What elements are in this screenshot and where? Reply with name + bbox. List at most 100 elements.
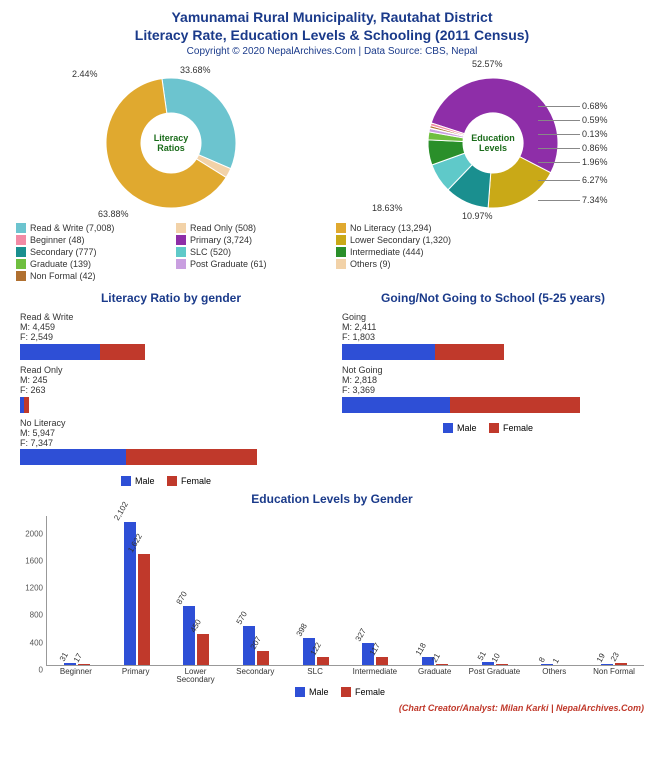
male-swatch — [121, 476, 131, 486]
legend-swatch — [336, 223, 346, 233]
page-subtitle: Copyright © 2020 NepalArchives.Com | Dat… — [10, 46, 654, 57]
x-label: Beginner — [50, 668, 102, 684]
female-swatch — [167, 476, 177, 486]
pct-secondary: 10.97% — [462, 211, 493, 221]
pct-readonly: 2.44% — [72, 69, 98, 79]
vbar-female: 17 — [78, 664, 90, 665]
x-label: SLC — [289, 668, 341, 684]
pct-small: 7.34% — [582, 195, 608, 205]
legend-swatch — [176, 247, 186, 257]
vbar-male: 19 — [601, 664, 613, 665]
x-label: Secondary — [229, 668, 281, 684]
pct-primary: 52.57% — [472, 59, 503, 69]
infographic-page: Yamunamai Rural Municipality, Rautahat D… — [0, 0, 664, 721]
hbar-label: No LiteracyM: 5,947F: 7,347 — [20, 419, 322, 449]
legend-item: Graduate (139) — [16, 259, 166, 269]
pct-small: 0.59% — [582, 115, 608, 125]
vbar-male: 51 — [482, 662, 494, 665]
legend-item: No Literacy (13,294) — [336, 223, 486, 233]
hbar-female — [126, 449, 257, 465]
vbar-group: 327117 — [349, 643, 401, 665]
vbar-male: 8 — [541, 664, 553, 665]
legend-label: Read & Write (7,008) — [30, 223, 114, 233]
credit-line: (Chart Creator/Analyst: Milan Karki | Ne… — [10, 699, 654, 713]
x-label: Intermediate — [349, 668, 401, 684]
pct-small: 1.96% — [582, 157, 608, 167]
y-tick: 1600 — [15, 556, 43, 565]
vbar-female: 207 — [257, 651, 269, 665]
legend-item: Others (9) — [336, 259, 486, 269]
male-label: Male — [457, 423, 477, 433]
legend-swatch — [16, 259, 26, 269]
vbar-female: 23 — [615, 663, 627, 665]
donut-literacy-center-label: LiteracyRatios — [154, 133, 189, 153]
vbar-group: 398122 — [290, 638, 342, 665]
legend-label: No Literacy (13,294) — [350, 223, 432, 233]
female-label: Female — [503, 423, 533, 433]
hbar-literacy-gender: Literacy Ratio by gender Read & WriteM: … — [10, 285, 332, 486]
legend-label: Beginner (48) — [30, 235, 85, 245]
vbar-group: 870450 — [170, 606, 222, 665]
legend-swatch — [336, 247, 346, 257]
x-label: Non Formal — [588, 668, 640, 684]
male-swatch — [295, 687, 305, 697]
pct-small: 0.68% — [582, 101, 608, 111]
female-swatch — [489, 423, 499, 433]
legend-swatch — [336, 235, 346, 245]
hbar-row: Read & WriteM: 4,459F: 2,549 — [20, 313, 322, 360]
legend-label: Secondary (777) — [30, 247, 97, 257]
vbar-group: 81 — [528, 664, 580, 665]
legend-swatch — [176, 259, 186, 269]
legend-label: Read Only (508) — [190, 223, 256, 233]
legend-label: SLC (520) — [190, 247, 231, 257]
vbar-value: 398 — [294, 622, 308, 638]
legend-item: Post Graduate (61) — [176, 259, 326, 269]
vbar-value: 31 — [58, 651, 70, 663]
legend-label: Graduate (139) — [30, 259, 91, 269]
hbar-row: Read OnlyM: 245F: 263 — [20, 366, 322, 413]
vbar-female: 21 — [436, 664, 448, 665]
pct-small: 6.27% — [582, 175, 608, 185]
vbar-group: 3117 — [51, 663, 103, 665]
vbar-value: 570 — [234, 610, 248, 626]
legend-label: Primary (3,724) — [190, 235, 252, 245]
legend-swatch — [16, 235, 26, 245]
legend-label: Others (9) — [350, 259, 391, 269]
hbar-male — [20, 449, 126, 465]
legend-label: Lower Secondary (1,320) — [350, 235, 451, 245]
legend-item: Intermediate (444) — [336, 247, 486, 257]
vbar-female: 117 — [376, 657, 388, 665]
vbar-female: 450 — [197, 634, 209, 665]
vbar-male: 31 — [64, 663, 76, 665]
vbar-female: 122 — [317, 657, 329, 665]
x-label: Lower Secondary — [169, 668, 221, 684]
hbar-left-title: Literacy Ratio by gender — [10, 291, 332, 305]
vbar-female: 1,622 — [138, 554, 150, 665]
mini-legend-left: Male Female — [10, 475, 332, 486]
vbar-group: 11821 — [409, 657, 461, 665]
y-tick: 2000 — [15, 529, 43, 538]
vbar-value: 118 — [414, 641, 428, 657]
vbar-value: 23 — [609, 651, 621, 663]
hbar-label: GoingM: 2,411F: 1,803 — [342, 313, 644, 343]
legend-label: Post Graduate (61) — [190, 259, 267, 269]
female-label: Female — [355, 687, 385, 697]
page-title-1: Yamunamai Rural Municipality, Rautahat D… — [10, 8, 654, 26]
legend-swatch — [16, 271, 26, 281]
y-tick: 800 — [15, 611, 43, 620]
vbar-group: 1923 — [588, 663, 640, 665]
vbar-male: 870 — [183, 606, 195, 665]
female-swatch — [341, 687, 351, 697]
legend-swatch — [176, 235, 186, 245]
hbar-female — [450, 397, 580, 413]
hbar-row: GoingM: 2,411F: 1,803 — [342, 313, 644, 360]
hbar-male — [20, 344, 100, 360]
legend-item: Read Only (508) — [176, 223, 326, 233]
hbar-row: No LiteracyM: 5,947F: 7,347 — [20, 419, 322, 466]
x-label: Others — [528, 668, 580, 684]
donut-education: EducationLevels 52.57% 18.63% 10.97% 0.6… — [332, 63, 654, 223]
hbar-school-going: Going/Not Going to School (5-25 years) G… — [332, 285, 654, 486]
female-label: Female — [181, 476, 211, 486]
pct-small: 0.13% — [582, 129, 608, 139]
vbar-value: 327 — [354, 627, 368, 643]
